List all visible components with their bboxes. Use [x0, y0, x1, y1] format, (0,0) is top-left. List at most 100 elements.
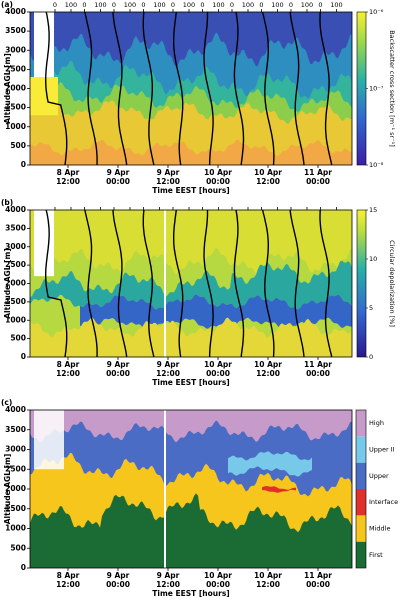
image-region — [228, 451, 312, 477]
x-tick-label: 12:00 — [56, 369, 80, 378]
image-region — [164, 410, 166, 568]
colorbar-tick-label: 10⁻⁸ — [369, 161, 384, 169]
x-tick-label: 9 Apr — [157, 168, 180, 177]
image-region — [30, 77, 58, 116]
x-tick-label: 10 Apr — [254, 168, 282, 177]
sonde-profile — [233, 210, 245, 357]
colorbar-tick-label: 10 — [369, 255, 377, 263]
colorbar — [356, 209, 367, 358]
panel-label: (b) — [1, 198, 13, 207]
y-tick-label: 1500 — [5, 103, 26, 112]
image-region — [30, 260, 352, 310]
sonde-profile — [84, 12, 98, 165]
x-tick-label: 11 Apr — [304, 168, 332, 177]
class-label: Interface — [369, 498, 398, 506]
x-tick-label: 00:00 — [106, 177, 130, 186]
colorbar-tick-label: 10⁻⁷ — [369, 85, 384, 93]
image-region — [34, 12, 54, 85]
y-tick-label: 0 — [21, 563, 26, 572]
x-tick-label: 11 Apr — [304, 571, 332, 580]
x-tick-label: 12:00 — [56, 177, 80, 186]
image-region — [30, 317, 352, 357]
sonde-profile — [45, 12, 68, 165]
sonde-label: 100 — [242, 1, 254, 9]
y-tick-label: 4000 — [5, 405, 26, 414]
sonde-label: 100 — [124, 1, 136, 9]
sonde-label: 0 — [200, 1, 204, 9]
sonde-profile — [142, 12, 155, 165]
panel: 0 100 0 100 0 100 0 100 0 100 0 100 0 100 0 100 0 100 0 100… — [1, 0, 396, 195]
x-tick-label: 8 Apr — [57, 571, 80, 580]
x-tick-label: 10 Apr — [204, 168, 232, 177]
sonde-profile — [142, 210, 155, 357]
sonde-label: 0 — [171, 1, 175, 9]
y-tick-label: 500 — [10, 334, 26, 343]
sonde-label: 100 — [183, 1, 195, 9]
sonde-profile — [261, 210, 275, 357]
x-axis-label: Time EEST [hours] — [152, 186, 229, 195]
y-tick-label: 2500 — [5, 260, 26, 269]
sonde-label: 100 — [65, 1, 77, 9]
x-tick-label: 00:00 — [306, 580, 330, 589]
x-tick-label: 12:00 — [156, 369, 180, 378]
colorbar-tick-label: 5 — [369, 304, 373, 312]
colorbar — [356, 11, 367, 166]
sonde-label: 0 — [289, 1, 293, 9]
sonde-profile — [112, 12, 128, 165]
sonde-label: 100 — [153, 1, 165, 9]
x-tick-label: 00:00 — [106, 369, 130, 378]
y-tick-label: 3500 — [5, 26, 26, 35]
panel-label: (a) — [1, 0, 13, 9]
x-tick-label: 10 Apr — [204, 571, 232, 580]
y-tick-label: 2000 — [5, 484, 26, 493]
y-tick-label: 1500 — [5, 504, 26, 513]
sonde-profile — [203, 12, 214, 165]
image-region — [262, 486, 296, 493]
x-tick-label: 10 Apr — [204, 360, 232, 369]
y-tick-label: 2000 — [5, 279, 26, 288]
sonde-label: 0 — [230, 1, 234, 9]
panel-label: (c) — [1, 398, 12, 407]
x-tick-label: 00:00 — [306, 177, 330, 186]
image — [30, 410, 352, 568]
image-region — [30, 493, 352, 568]
sonde-label: 0 — [259, 1, 263, 9]
y-tick-label: 1000 — [5, 122, 26, 131]
colorbar-tick-label: 10⁻⁶ — [369, 8, 384, 16]
x-tick-label: 00:00 — [206, 177, 230, 186]
y-tick-label: 1500 — [5, 297, 26, 306]
sonde-label: 100 — [330, 1, 342, 9]
x-tick-label: 12:00 — [256, 177, 280, 186]
sonde-profile — [45, 210, 68, 357]
sonde-profile — [319, 210, 333, 357]
x-tick-label: 12:00 — [256, 580, 280, 589]
x-tick-label: 9 Apr — [157, 360, 180, 369]
image-region — [164, 210, 166, 357]
y-axis-label: Altitude AGL [m] — [3, 53, 12, 124]
x-tick-label: 10 Apr — [254, 571, 282, 580]
sonde-profile — [84, 210, 98, 357]
colorbar-tick-label: 15 — [369, 206, 377, 214]
class-swatch — [356, 489, 366, 516]
sonde-label: 0 — [141, 1, 145, 9]
image-region — [30, 139, 352, 165]
y-tick-label: 4000 — [5, 205, 26, 214]
x-tick-label: 11 Apr — [304, 360, 332, 369]
colorbar-label: Circular depolarization [%] — [388, 240, 396, 327]
y-tick-label: 2500 — [5, 64, 26, 73]
class-swatch — [356, 515, 366, 542]
sonde-profile — [289, 12, 305, 165]
sonde-label: 100 — [94, 1, 106, 9]
image-region — [34, 410, 64, 470]
class-label: First — [369, 551, 383, 559]
colorbar-tick-label: 0 — [369, 353, 373, 361]
x-tick-label: 00:00 — [206, 580, 230, 589]
class-label: Upper — [369, 472, 389, 480]
y-tick-label: 0 — [21, 160, 26, 169]
sonde-label: 100 — [212, 1, 224, 9]
class-label: High — [369, 419, 384, 427]
y-tick-label: 3000 — [5, 242, 26, 251]
y-tick-label: 4000 — [5, 7, 26, 16]
